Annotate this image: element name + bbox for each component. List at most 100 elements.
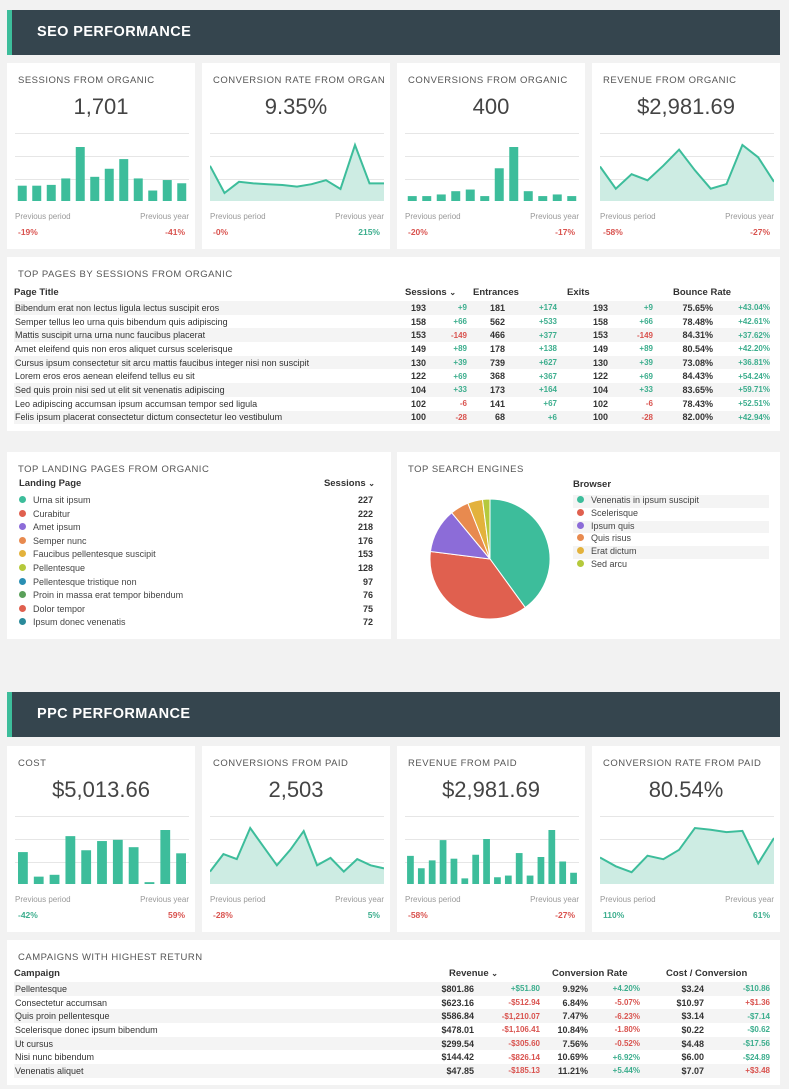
- kpi-value: 80.54%: [648, 777, 724, 802]
- table-row[interactable]: Scelerisque donec ipsum bibendum $478.01 -…: [14, 1023, 770, 1037]
- table-row[interactable]: Felis ipsum placerat consectetur dictum …: [14, 410, 770, 425]
- previous-period-label: Previous period: [405, 895, 461, 904]
- metric-cell: $3.24: [640, 982, 704, 996]
- list-item[interactable]: Faucibus pellentesque suscipit 153: [19, 549, 377, 563]
- list-item[interactable]: Curabitur 222: [19, 509, 377, 523]
- col-exits[interactable]: Exits: [567, 287, 590, 298]
- col-entrances[interactable]: Entrances: [473, 287, 519, 298]
- col-landing-sessions[interactable]: Sessions ⌄: [323, 478, 375, 489]
- sparkline-bar: [97, 841, 107, 884]
- campaign-name-cell: Venenatis aliquet: [14, 1064, 414, 1078]
- previous-period-change: -28%: [213, 910, 233, 920]
- sparkline-bar: [61, 178, 71, 201]
- legend-item[interactable]: Scelerisque: [573, 508, 769, 521]
- metric-cell: $478.01: [441, 1024, 474, 1035]
- kpi-value: 400: [472, 94, 510, 119]
- kpi-sparkline-chart: [405, 133, 579, 201]
- legend-item[interactable]: Quis risus: [573, 533, 769, 546]
- col-conversion-rate[interactable]: Conversion Rate: [552, 968, 628, 979]
- list-item[interactable]: Semper nunc 176: [19, 536, 377, 550]
- legend-dot-icon: [19, 577, 26, 585]
- landing-page-sessions: 222: [357, 508, 373, 519]
- sparkline-line: [210, 141, 384, 195]
- legend-dot-icon: [577, 521, 584, 529]
- metric-cell: +66: [639, 317, 653, 327]
- list-item[interactable]: Amet ipsum 218: [19, 522, 377, 536]
- table-row[interactable]: Consectetur accumsan $623.16 -$512.94 6.84%…: [14, 996, 770, 1010]
- metric-cell: -0.52%: [588, 1036, 640, 1051]
- landing-page-label: Pellentesque: [33, 562, 86, 573]
- metric-cell: 78.48%: [682, 316, 713, 327]
- metric-cell: -149: [608, 328, 653, 343]
- table-row[interactable]: Semper tellus leo urna quis bibendum qui…: [14, 315, 770, 329]
- list-item[interactable]: Urna sit ipsum 227: [19, 495, 377, 509]
- table-row[interactable]: Mattis suscipit urna urna nunc faucibus …: [14, 328, 770, 343]
- sparkline-bar: [523, 191, 533, 201]
- sparkline-area: [600, 828, 774, 884]
- table-row[interactable]: Nisi nunc bibendum $144.42 -$826.14 10.69% +…: [14, 1050, 770, 1064]
- metric-cell: 122: [592, 371, 608, 382]
- previous-year-change: -41%: [165, 227, 185, 237]
- list-item[interactable]: Ipsum donec venenatis 72: [19, 617, 377, 631]
- col-sessions[interactable]: Sessions ⌄: [405, 287, 457, 298]
- sparkline-bar: [18, 852, 28, 884]
- metric-cell: +367: [538, 371, 557, 381]
- table-row[interactable]: Leo adipiscing accumsan ipsum accumsan t…: [14, 397, 770, 411]
- kpi-title: REVENUE FROM ORGANIC: [603, 75, 737, 86]
- table-row[interactable]: Bibendum erat non lectus ligula lectus s…: [14, 301, 770, 315]
- landing-page-label: Dolor tempor: [33, 603, 86, 614]
- table-row[interactable]: Ut cursus $299.54 -$305.60 7.56% -0.52% $4.48…: [14, 1036, 770, 1051]
- page-title-cell: Semper tellus leo urna quis bibendum qui…: [15, 316, 228, 327]
- metric-cell: $6.00: [681, 1052, 704, 1063]
- metric-cell: +533: [538, 317, 557, 327]
- legend-dot-icon: [19, 523, 26, 531]
- metric-cell: -5.07%: [614, 998, 640, 1008]
- metric-cell: 141: [489, 398, 505, 409]
- list-item[interactable]: Proin in massa erat tempor bibendum 76: [19, 590, 377, 604]
- list-item[interactable]: Pellentesque 128: [19, 563, 377, 577]
- ppc-section-title: PPC PERFORMANCE: [37, 706, 191, 722]
- previous-period-label: Previous period: [210, 895, 266, 904]
- metric-cell: +66: [453, 317, 467, 327]
- col-bounce-rate[interactable]: Bounce Rate: [673, 287, 732, 298]
- page-title-cell: Amet eleifend quis non eros aliquet curs…: [15, 343, 233, 354]
- list-item[interactable]: Dolor tempor 75: [19, 604, 377, 618]
- col-cost-per-conversion[interactable]: Cost / Conversion: [666, 968, 748, 979]
- sparkline-bar: [176, 853, 186, 884]
- page-title-cell: Sed quis proin nisi sed ut elit sit vene…: [14, 383, 392, 397]
- previous-period-label: Previous period: [600, 212, 656, 221]
- legend-item[interactable]: Sed arcu: [573, 559, 769, 572]
- metric-cell: 80.54%: [682, 343, 713, 354]
- previous-year-label: Previous year: [725, 212, 774, 221]
- metric-cell: $10.97: [676, 997, 704, 1008]
- metric-cell: 181: [467, 301, 505, 315]
- sparkline-bar: [128, 847, 139, 884]
- legend-item[interactable]: Venenatis in ipsum suscipit: [573, 495, 769, 508]
- kpi-value: 9.35%: [264, 94, 328, 119]
- landing-pages-header: Landing Page Sessions ⌄: [19, 478, 375, 494]
- sparkline-bar: [451, 191, 461, 201]
- metric-cell: +42.20%: [738, 344, 770, 354]
- table-row[interactable]: Pellentesque $801.86 +$51.80 9.92% +4.20% $3.…: [14, 982, 770, 996]
- metric-cell: 122: [410, 371, 426, 382]
- table-row[interactable]: Sed quis proin nisi sed ut elit sit vene…: [14, 383, 770, 397]
- kpi-card: REVENUE FROM ORGANIC $2,981.69 Previous pe…: [592, 63, 780, 249]
- metric-cell: 466: [467, 328, 505, 343]
- pie-slice: [481, 498, 491, 560]
- legend-item[interactable]: Erat dictum: [573, 546, 769, 559]
- sparkline-bar: [450, 858, 458, 884]
- table-row[interactable]: Lorem eros eros aenean eleifend tellus e…: [14, 369, 770, 383]
- table-row[interactable]: Quis proin pellentesque $586.84 -$1,210.07…: [14, 1009, 770, 1024]
- col-revenue[interactable]: Revenue ⌄: [449, 968, 498, 979]
- kpi-sparkline-chart: [600, 816, 774, 884]
- list-item[interactable]: Pellentesque tristique non 97: [19, 577, 377, 591]
- legend-item[interactable]: Ipsum quis: [573, 520, 769, 534]
- table-row[interactable]: Cursus ipsum consectetur sit arcu mattis…: [14, 355, 770, 370]
- metric-cell: -$10.86: [704, 982, 770, 996]
- metric-cell: -1.80%: [614, 1025, 640, 1035]
- metric-cell: $144.42: [441, 1052, 474, 1063]
- table-row[interactable]: Amet eleifend quis non eros aliquet curs…: [14, 342, 770, 356]
- table-row[interactable]: Venenatis aliquet $47.85 -$185.13 11.21% +5.…: [14, 1064, 770, 1078]
- pie-slice: [489, 498, 551, 609]
- sparkline-bar: [472, 854, 480, 884]
